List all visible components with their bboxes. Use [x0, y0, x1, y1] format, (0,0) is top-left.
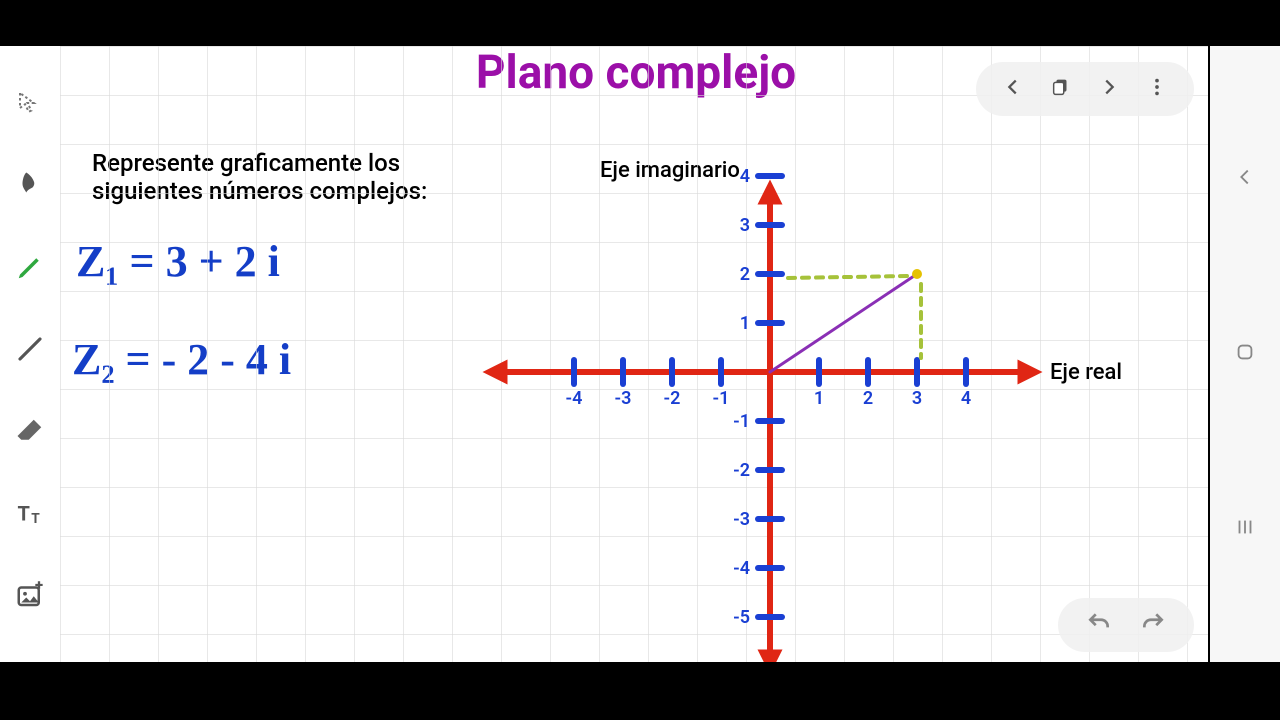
svg-text:3: 3 [740, 215, 750, 236]
app-root: Plano complejo Represente graficamente l… [0, 0, 1280, 720]
svg-text:4: 4 [961, 388, 971, 409]
sys-home-button[interactable] [1234, 341, 1256, 367]
image-tool[interactable]: + [13, 578, 47, 612]
system-sidebar [1210, 46, 1280, 662]
complex-plane-chart: -4 -3 -2 -1 1 2 3 4 -5 -4 -3 -2 -1 1 2 3 4 [0, 46, 1148, 662]
svg-text:-3: -3 [615, 388, 632, 409]
pages-button[interactable] [1050, 76, 1072, 102]
undo-redo-bar [1058, 598, 1194, 652]
svg-text:3: 3 [912, 388, 922, 409]
canvas-area[interactable]: Plano complejo Represente graficamente l… [0, 46, 1208, 662]
svg-text:-4: -4 [733, 558, 750, 579]
svg-text:4: 4 [740, 166, 750, 187]
sys-back-button[interactable] [1234, 166, 1256, 192]
svg-text:-1: -1 [733, 411, 750, 432]
left-toolbar: TT + [0, 46, 60, 662]
svg-text:T: T [31, 511, 40, 527]
pen-tool[interactable] [13, 250, 47, 284]
prev-button[interactable] [1002, 76, 1024, 102]
svg-text:-1: -1 [713, 388, 730, 409]
svg-text:-4: -4 [566, 388, 583, 409]
more-button[interactable] [1146, 76, 1168, 102]
select-tool[interactable] [13, 86, 47, 120]
redo-button[interactable] [1140, 610, 1166, 640]
line-tool[interactable] [13, 332, 47, 366]
eraser-tool[interactable] [13, 414, 47, 448]
sys-recents-button[interactable] [1234, 516, 1256, 542]
svg-text:1: 1 [814, 388, 824, 409]
svg-text:-3: -3 [733, 509, 750, 530]
svg-text:T: T [18, 502, 30, 526]
svg-text:-2: -2 [733, 460, 750, 481]
svg-text:+: + [35, 580, 43, 594]
pointer-tool[interactable] [13, 168, 47, 202]
undo-button[interactable] [1086, 610, 1112, 640]
next-button[interactable] [1098, 76, 1120, 102]
svg-text:-5: -5 [733, 607, 750, 628]
svg-text:-2: -2 [664, 388, 681, 409]
svg-text:1: 1 [740, 313, 750, 334]
svg-text:2: 2 [863, 388, 873, 409]
text-tool[interactable]: TT [13, 496, 47, 530]
svg-text:2: 2 [740, 264, 750, 285]
top-nav-bar [976, 62, 1194, 116]
